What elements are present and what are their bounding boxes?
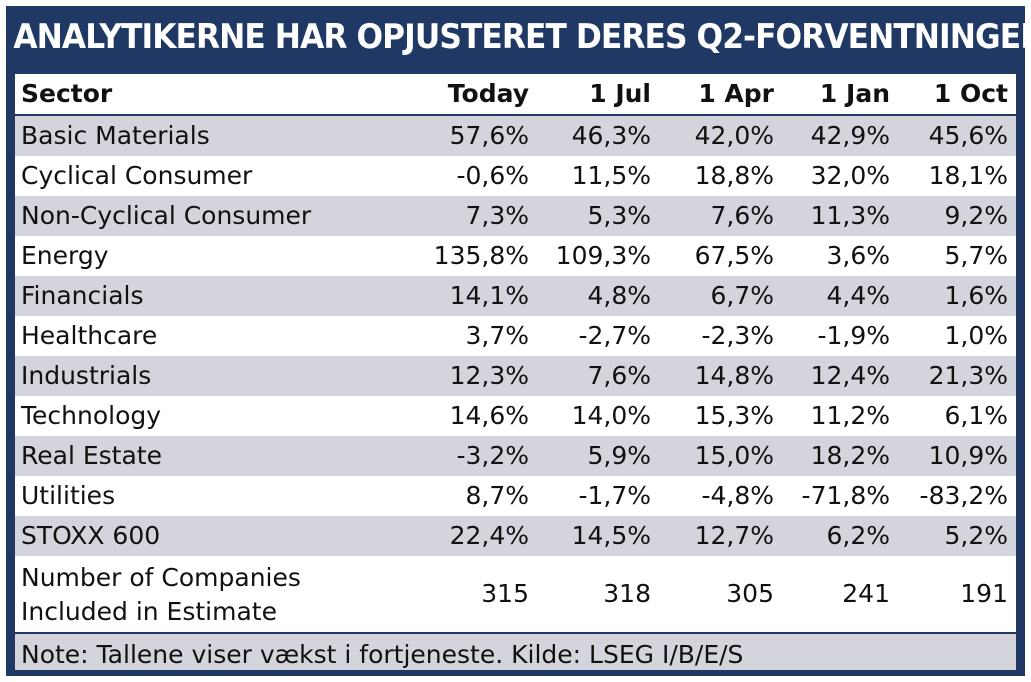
growth-value: 7,3%: [415, 196, 537, 236]
table-row: Industrials 12,3% 7,6% 14,8% 12,4% 21,3%: [15, 356, 1016, 396]
growth-value: 32,0%: [782, 156, 898, 196]
companies-label: Number of Companies Included in Estimate: [15, 556, 415, 633]
table-footer: Number of Companies Included in Estimate…: [15, 556, 1016, 670]
table-row: Energy 135,8% 109,3% 67,5% 3,6% 5,7%: [15, 236, 1016, 276]
column-header: 1 Oct: [898, 74, 1016, 116]
growth-value: 14,5%: [537, 516, 659, 556]
column-header: Today: [415, 74, 537, 116]
growth-value: 8,7%: [415, 476, 537, 516]
growth-value: 1,6%: [898, 276, 1016, 316]
note-text: Note: Tallene viser vækst i fortjeneste.…: [15, 632, 1016, 670]
companies-count: 191: [898, 556, 1016, 633]
growth-value: -0,6%: [415, 156, 537, 196]
companies-count: 318: [537, 556, 659, 633]
growth-value: 7,6%: [659, 196, 782, 236]
table-frame: ANALYTIKERNE HAR OPJUSTERET DERES Q2-FOR…: [6, 6, 1031, 676]
growth-value: 42,0%: [659, 115, 782, 156]
growth-value: 7,6%: [537, 356, 659, 396]
sector-name: Basic Materials: [15, 115, 415, 156]
table-row: Healthcare 3,7% -2,7% -2,3% -1,9% 1,0%: [15, 316, 1016, 356]
table-body: Basic Materials 57,6% 46,3% 42,0% 42,9% 45,6%…: [15, 115, 1016, 556]
sector-name: Healthcare: [15, 316, 415, 356]
growth-value: 42,9%: [782, 115, 898, 156]
growth-value: -83,2%: [898, 476, 1016, 516]
growth-value: -3,2%: [415, 436, 537, 476]
sector-name: Financials: [15, 276, 415, 316]
sector-name: Technology: [15, 396, 415, 436]
growth-value: 4,8%: [537, 276, 659, 316]
growth-value: 18,1%: [898, 156, 1016, 196]
growth-value: 14,6%: [415, 396, 537, 436]
growth-value: 9,2%: [898, 196, 1016, 236]
sector-name: Cyclical Consumer: [15, 156, 415, 196]
growth-value: 18,2%: [782, 436, 898, 476]
growth-value: 12,7%: [659, 516, 782, 556]
column-header: 1 Jan: [782, 74, 898, 116]
sector-name: Real Estate: [15, 436, 415, 476]
growth-value: 5,9%: [537, 436, 659, 476]
growth-value: -4,8%: [659, 476, 782, 516]
data-table: Sector Today 1 Jul 1 Apr 1 Jan 1 Oct Bas…: [15, 74, 1016, 670]
column-header: Sector: [15, 74, 415, 116]
growth-value: 4,4%: [782, 276, 898, 316]
growth-value: 11,5%: [537, 156, 659, 196]
growth-value: 135,8%: [415, 236, 537, 276]
growth-value: -71,8%: [782, 476, 898, 516]
table-container: Sector Today 1 Jul 1 Apr 1 Jan 1 Oct Bas…: [15, 74, 1016, 670]
growth-value: 14,0%: [537, 396, 659, 436]
growth-value: 6,1%: [898, 396, 1016, 436]
growth-value: 5,7%: [898, 236, 1016, 276]
growth-value: 5,3%: [537, 196, 659, 236]
table-row: Basic Materials 57,6% 46,3% 42,0% 42,9% 45,6%: [15, 115, 1016, 156]
column-header: 1 Apr: [659, 74, 782, 116]
table-row: Financials 14,1% 4,8% 6,7% 4,4% 1,6%: [15, 276, 1016, 316]
growth-value: 109,3%: [537, 236, 659, 276]
growth-value: 1,0%: [898, 316, 1016, 356]
growth-value: 22,4%: [415, 516, 537, 556]
companies-count: 241: [782, 556, 898, 633]
sector-name: Non-Cyclical Consumer: [15, 196, 415, 236]
table-row: Utilities 8,7% -1,7% -4,8% -71,8% -83,2%: [15, 476, 1016, 516]
companies-count: 305: [659, 556, 782, 633]
growth-value: 18,8%: [659, 156, 782, 196]
growth-value: 11,2%: [782, 396, 898, 436]
growth-value: 46,3%: [537, 115, 659, 156]
sector-name: Industrials: [15, 356, 415, 396]
companies-count: 315: [415, 556, 537, 633]
growth-value: 67,5%: [659, 236, 782, 276]
companies-row: Number of Companies Included in Estimate…: [15, 556, 1016, 633]
growth-value: 3,6%: [782, 236, 898, 276]
growth-value: 14,8%: [659, 356, 782, 396]
sector-name: Energy: [15, 236, 415, 276]
growth-value: -2,7%: [537, 316, 659, 356]
header-row: Sector Today 1 Jul 1 Apr 1 Jan 1 Oct: [15, 74, 1016, 116]
growth-value: -1,9%: [782, 316, 898, 356]
growth-value: 12,4%: [782, 356, 898, 396]
growth-value: 11,3%: [782, 196, 898, 236]
growth-value: 10,9%: [898, 436, 1016, 476]
growth-value: 14,1%: [415, 276, 537, 316]
growth-value: 15,3%: [659, 396, 782, 436]
growth-value: 15,0%: [659, 436, 782, 476]
growth-value: 6,7%: [659, 276, 782, 316]
growth-value: 57,6%: [415, 115, 537, 156]
note-row: Note: Tallene viser vækst i fortjeneste.…: [15, 632, 1016, 670]
growth-value: 3,7%: [415, 316, 537, 356]
growth-value: 12,3%: [415, 356, 537, 396]
column-header: 1 Jul: [537, 74, 659, 116]
sector-name: Utilities: [15, 476, 415, 516]
table-row: STOXX 600 22,4% 14,5% 12,7% 6,2% 5,2%: [15, 516, 1016, 556]
table-row: Cyclical Consumer -0,6% 11,5% 18,8% 32,0% 18,…: [15, 156, 1016, 196]
growth-value: 45,6%: [898, 115, 1016, 156]
growth-value: 5,2%: [898, 516, 1016, 556]
table-row: Technology 14,6% 14,0% 15,3% 11,2% 6,1%: [15, 396, 1016, 436]
growth-value: 21,3%: [898, 356, 1016, 396]
sector-name: STOXX 600: [15, 516, 415, 556]
table-row: Non-Cyclical Consumer 7,3% 5,3% 7,6% 11,3% 9,…: [15, 196, 1016, 236]
page-title: ANALYTIKERNE HAR OPJUSTERET DERES Q2-FOR…: [13, 17, 1031, 57]
growth-value: -2,3%: [659, 316, 782, 356]
table-row: Real Estate -3,2% 5,9% 15,0% 18,2% 10,9%: [15, 436, 1016, 476]
growth-value: -1,7%: [537, 476, 659, 516]
growth-value: 6,2%: [782, 516, 898, 556]
